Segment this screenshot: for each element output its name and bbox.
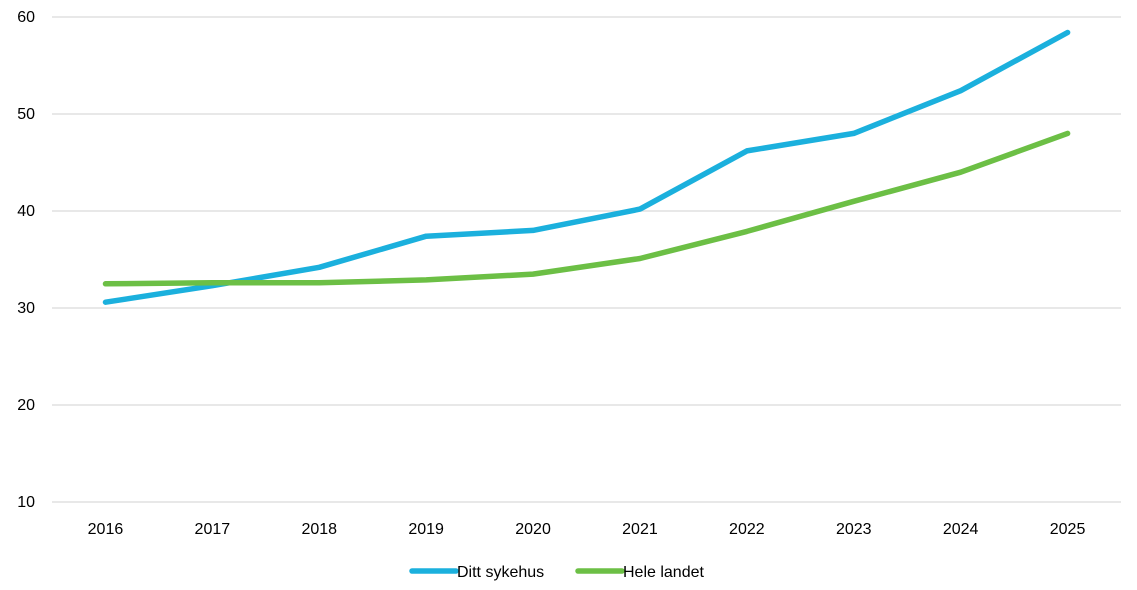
legend: Ditt sykehus Hele landet — [409, 564, 705, 581]
x-tick-label: 2021 — [622, 521, 658, 538]
series-line-1 — [102, 130, 1071, 287]
legend-label-0: Ditt sykehus — [457, 564, 544, 581]
x-tick-label: 2019 — [408, 521, 444, 538]
y-tick-label: 50 — [17, 106, 35, 123]
y-axis-tick-labels: 10 20 30 40 50 60 — [17, 9, 35, 511]
x-tick-label: 2022 — [729, 521, 765, 538]
x-tick-label: 2023 — [836, 521, 872, 538]
y-tick-label: 10 — [17, 494, 35, 511]
legend-label-1: Hele landet — [623, 564, 705, 581]
x-tick-label: 2016 — [88, 521, 124, 538]
x-tick-label: 2018 — [301, 521, 337, 538]
x-tick-label: 2025 — [1050, 521, 1086, 538]
x-tick-label: 2020 — [515, 521, 551, 538]
x-axis-tick-labels: 2016 2017 2018 2019 2020 2021 2022 2023 2024 2025 — [88, 521, 1086, 538]
y-tick-label: 30 — [17, 300, 35, 317]
gridlines — [52, 16, 1121, 503]
x-tick-label: 2017 — [195, 521, 231, 538]
y-tick-label: 20 — [17, 397, 35, 414]
series-lines — [102, 29, 1071, 305]
x-tick-label: 2024 — [943, 521, 979, 538]
series-line-0 — [102, 29, 1071, 305]
y-tick-label: 40 — [17, 203, 35, 220]
y-tick-label: 60 — [17, 9, 35, 26]
